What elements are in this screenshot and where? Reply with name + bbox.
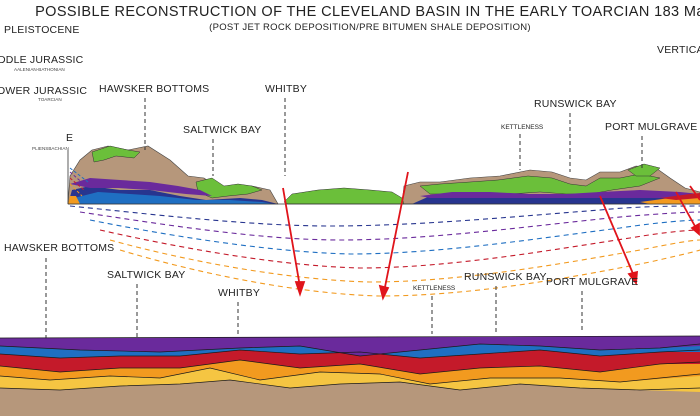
lower-label-kettleness: KETTLENESS: [413, 285, 456, 292]
projected-horizons: [69, 205, 700, 297]
upper-label-hawsker-bottoms: HAWSKER BOTTOMS: [99, 83, 209, 95]
upper-strata-left-blue: [74, 192, 274, 204]
upper-label-port-mulgrave: PORT MULGRAVE: [605, 121, 697, 133]
legend-e-mark: E: [66, 132, 73, 144]
upper-left-dip-lines: [69, 167, 89, 197]
lower-labels: HAWSKER BOTTOMS SALTWICK BAY WHITBY KETT…: [4, 242, 638, 342]
upper-label-kettleness: KETTLENESS: [501, 124, 544, 131]
upper-label-whitby: WHITBY: [265, 83, 307, 95]
lower-label-whitby: WHITBY: [218, 287, 260, 299]
diagram-title: POSSIBLE RECONSTRUCTION OF THE CLEVELAND…: [35, 4, 700, 20]
lower-layer-tan: [0, 380, 700, 416]
lower-label-saltwick-bay: SALTWICK BAY: [107, 269, 185, 281]
legend-middle-jurassic-sub: AALENIAN-BATHONIAN: [14, 67, 65, 72]
upper-green-saltwick: [195, 177, 263, 199]
upper-strata-right-purple: [420, 190, 700, 198]
legend-lower-jurassic: OWER JURASSIC: [0, 85, 87, 97]
lower-layer-yellow: [0, 368, 700, 392]
lower-label-runswick-bay: RUNSWICK BAY: [464, 271, 547, 283]
lower-strata-lines: [0, 335, 700, 391]
legend-lower-jurassic-sub: TOARCIAN: [38, 97, 62, 102]
upper-cross-section: [67, 145, 700, 205]
legend-pliensbachian: PLIENSBACHIAN: [32, 146, 69, 151]
upper-label-saltwick-bay: SALTWICK BAY: [183, 124, 261, 136]
lower-label-hawsker-bottoms: HAWSKER BOTTOMS: [4, 242, 114, 254]
upper-green-left: [91, 145, 141, 163]
upper-green-whitby: [283, 187, 405, 205]
upper-strata-right-red: [660, 193, 700, 200]
legend-middle-jurassic: DDLE JURASSIC: [0, 54, 84, 66]
lower-label-port-mulgrave: PORT MULGRAVE: [546, 276, 638, 288]
lower-cross-section: [0, 335, 700, 416]
legend-vertical: VERTICAL: [657, 44, 700, 56]
upper-labels: HAWSKER BOTTOMS WHITBY SALTWICK BAY RUNS…: [99, 83, 697, 176]
upper-strata-left-orange: [68, 196, 80, 204]
faults: [282, 171, 700, 301]
upper-label-runswick-bay: RUNSWICK BAY: [534, 98, 617, 110]
legend-pleistocene: PLEISTOCENE: [4, 24, 80, 36]
lower-layer-blue: [0, 344, 700, 358]
diagram-subtitle: (POST JET ROCK DEPOSITION/PRE BITUMEN SH…: [209, 22, 531, 33]
upper-strata-left-purple: [70, 178, 212, 196]
upper-green-right-2: [627, 163, 661, 177]
